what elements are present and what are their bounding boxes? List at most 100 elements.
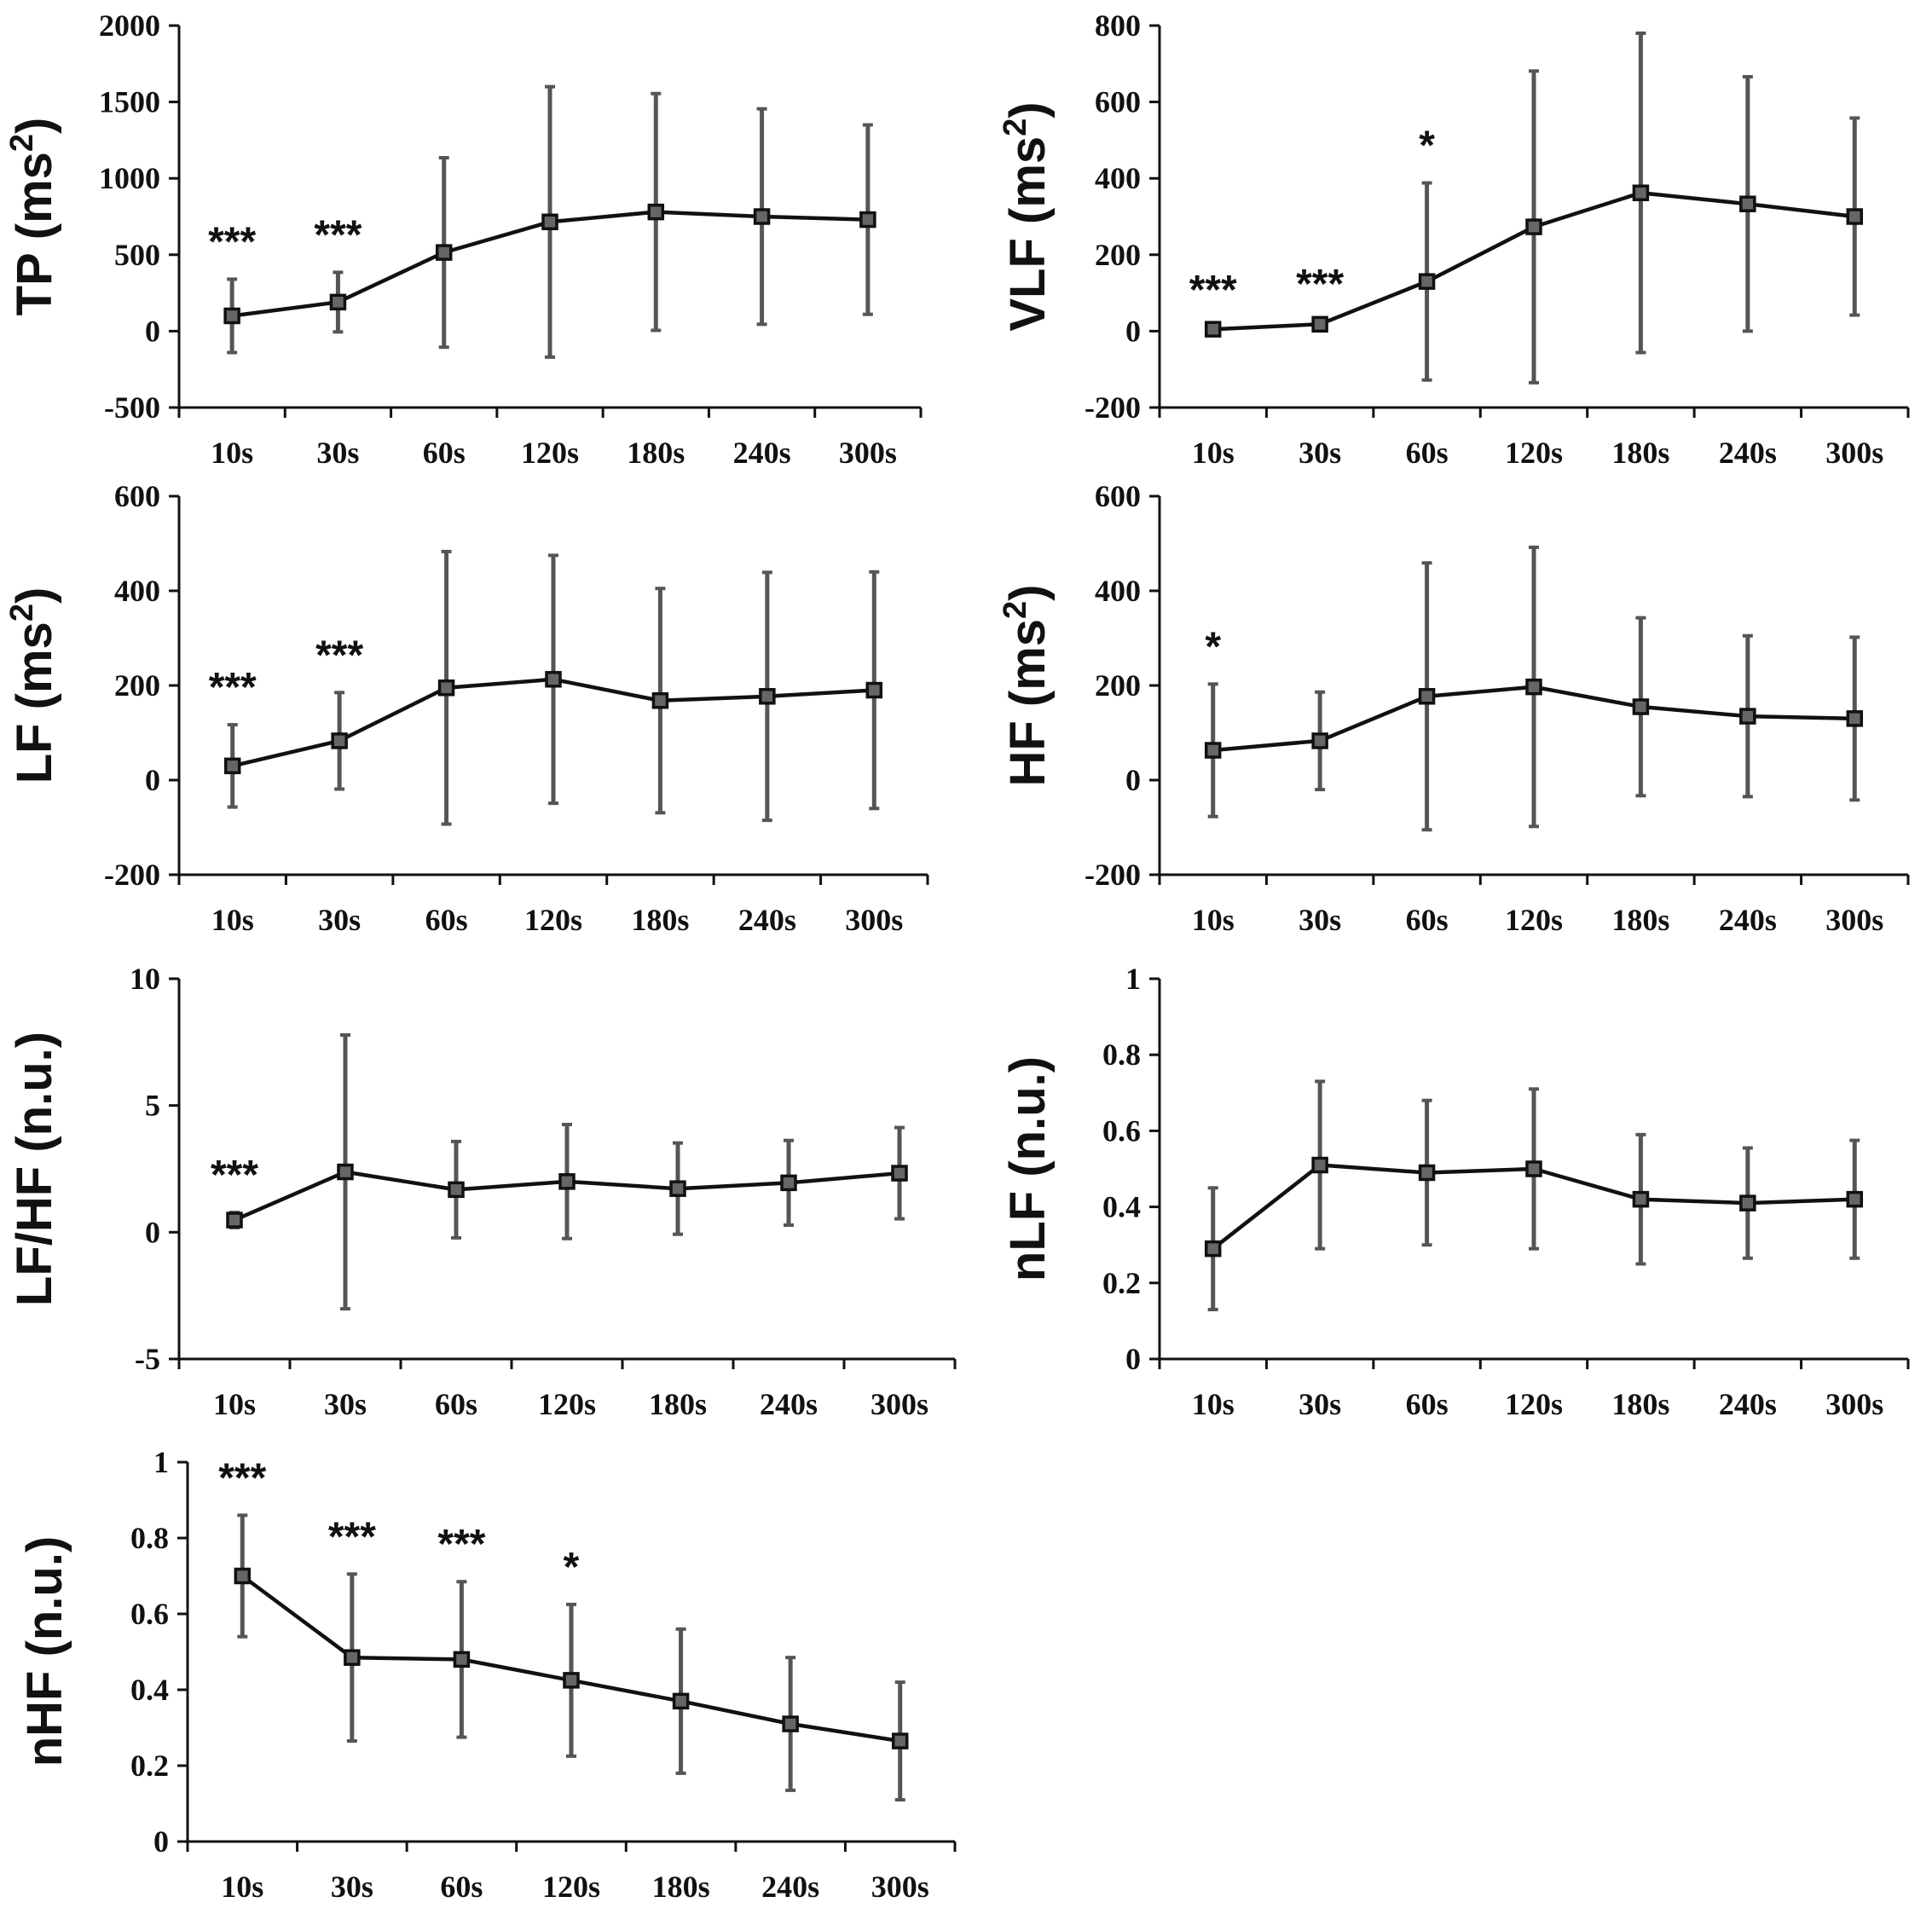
y-tick-label: 800 xyxy=(1095,9,1141,43)
x-tick-label: 180s xyxy=(1611,1387,1669,1421)
data-point xyxy=(1739,708,1756,725)
y-tick-label: 1000 xyxy=(99,161,160,195)
x-tick-label: 240s xyxy=(760,1387,818,1421)
data-point xyxy=(780,1174,797,1192)
data-point xyxy=(1525,218,1542,235)
y-tick-label: 0 xyxy=(1125,763,1141,797)
data-point xyxy=(1846,710,1864,727)
y-axis-title-superscript: 2 xyxy=(4,604,40,622)
data-point xyxy=(337,1163,354,1181)
data-point xyxy=(331,732,348,749)
y-tick-label: 0 xyxy=(153,1824,169,1859)
y-tick-label: -200 xyxy=(1085,858,1141,892)
significance-mark: *** xyxy=(208,219,256,264)
significance-mark: *** xyxy=(1296,262,1344,307)
x-tick-label: 60s xyxy=(1406,903,1449,937)
x-tick-label: 300s xyxy=(871,1870,929,1904)
y-tick-label: 600 xyxy=(1095,85,1141,119)
y-axis-title-superscript: 2 xyxy=(4,134,40,152)
data-point xyxy=(759,688,776,705)
data-point xyxy=(1739,1194,1756,1211)
y-axis-title: nHF (n.u.) xyxy=(17,1536,72,1767)
y-axis-title: VLF (ms2) xyxy=(998,101,1056,331)
y-axis-title-text: nHF (n.u.) xyxy=(17,1536,72,1767)
significance-mark: * xyxy=(1419,124,1435,169)
data-point xyxy=(563,1672,580,1689)
y-tick-label: 2000 xyxy=(99,9,160,43)
y-axis-title: nLF (n.u.) xyxy=(1000,1056,1056,1281)
data-point xyxy=(672,1692,690,1710)
x-tick-label: 60s xyxy=(440,1870,483,1904)
data-point xyxy=(1739,195,1756,212)
data-point xyxy=(344,1649,361,1666)
y-axis-title-superscript: 2 xyxy=(998,601,1033,619)
data-point xyxy=(448,1181,465,1199)
data-point xyxy=(437,679,455,697)
panel-tp-ms: -500 0 500 1000 1500 2000 10s 30s 60s 120s 180s 240… xyxy=(4,9,923,470)
y-axis-title-close: ) xyxy=(7,118,62,134)
data-point xyxy=(223,757,241,775)
x-tick-label: 120s xyxy=(538,1387,596,1421)
data-point xyxy=(541,213,558,231)
data-point xyxy=(435,244,453,261)
significance-mark: *** xyxy=(315,633,363,678)
data-point xyxy=(1632,698,1650,715)
data-point xyxy=(1846,208,1864,225)
y-tick-label: -5 xyxy=(135,1342,160,1376)
y-tick-label: 0.8 xyxy=(1102,1038,1141,1072)
significance-mark: *** xyxy=(218,1455,266,1501)
y-axis-title: HF (ms2) xyxy=(998,584,1056,786)
x-tick-label: 120s xyxy=(542,1870,600,1904)
x-tick-label: 120s xyxy=(524,903,582,937)
significance-mark: *** xyxy=(314,212,362,257)
y-tick-label: 0.6 xyxy=(130,1597,169,1631)
data-point xyxy=(1204,1240,1222,1258)
y-tick-label: -200 xyxy=(1085,390,1141,425)
y-axis-title-close: ) xyxy=(1000,584,1056,600)
data-point xyxy=(453,1651,471,1668)
y-tick-label: 600 xyxy=(114,479,160,513)
x-tick-label: 60s xyxy=(1406,436,1449,470)
significance-mark: *** xyxy=(1189,268,1237,313)
x-tick-label: 10s xyxy=(1192,903,1235,937)
data-point xyxy=(226,1211,243,1229)
y-axis-title-text: nLF (n.u.) xyxy=(1000,1056,1056,1281)
y-axis-title: TP (ms2) xyxy=(4,118,62,316)
y-tick-label: 5 xyxy=(145,1089,160,1123)
panel-nlf-n-u: 0 0.2 0.4 0.6 0.8 1 10s 30s 60s 120s 180s 240s 300s n… xyxy=(1000,962,1910,1421)
y-axis-title-text: HF (ms xyxy=(1000,619,1056,787)
y-axis-title-close: ) xyxy=(7,587,62,604)
y-tick-label: 10 xyxy=(130,962,160,996)
x-tick-label: 180s xyxy=(1611,903,1669,937)
panel-hf-ms: -200 0 200 400 600 10s 30s 60s 120s 180s 240s 300s H… xyxy=(998,479,1910,937)
data-point xyxy=(1525,1160,1542,1177)
x-tick-label: 240s xyxy=(761,1870,819,1904)
x-tick-label: 10s xyxy=(213,1387,256,1421)
data-point xyxy=(1418,273,1436,290)
y-tick-label: 200 xyxy=(114,668,160,703)
x-tick-label: 180s xyxy=(652,1870,710,1904)
x-tick-label: 180s xyxy=(627,436,685,470)
data-point xyxy=(1418,1164,1436,1182)
y-tick-label: -200 xyxy=(104,858,160,892)
x-tick-label: 300s xyxy=(871,1387,928,1421)
data-point xyxy=(1311,732,1328,749)
significance-mark: *** xyxy=(437,1522,485,1567)
data-point xyxy=(859,211,876,228)
y-tick-label: 1500 xyxy=(99,85,160,119)
x-tick-label: 300s xyxy=(845,903,903,937)
x-tick-label: 120s xyxy=(521,436,579,470)
panel-lf-hf-n-u: -5 0 5 10 10s 30s 60s 120s 180s 240s 300s LF/HF (n.… xyxy=(7,962,957,1421)
data-point xyxy=(865,681,883,699)
significance-mark: *** xyxy=(328,1514,376,1559)
y-tick-label: 0.8 xyxy=(130,1521,169,1555)
x-tick-label: 240s xyxy=(1719,1387,1777,1421)
x-tick-label: 10s xyxy=(221,1870,263,1904)
x-tick-label: 300s xyxy=(1825,436,1883,470)
significance-mark: * xyxy=(1205,624,1221,669)
significance-mark: *** xyxy=(209,665,257,710)
data-point xyxy=(234,1567,252,1585)
y-tick-label: 0.4 xyxy=(1102,1190,1141,1224)
data-point xyxy=(1418,688,1436,705)
x-tick-label: 240s xyxy=(733,436,791,470)
